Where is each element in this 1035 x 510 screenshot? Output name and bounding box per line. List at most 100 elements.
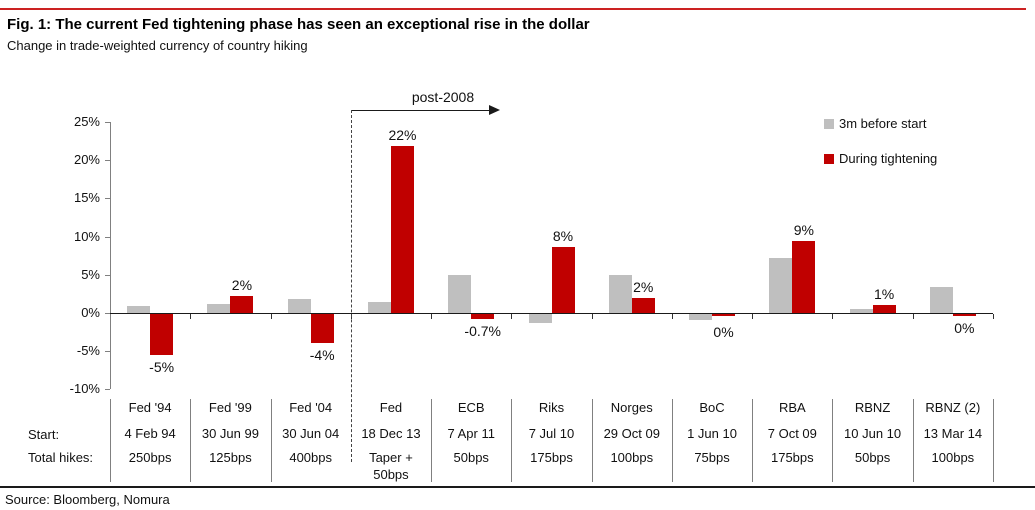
table-col-hikes-fed-94: 250bps <box>128 450 172 465</box>
table-col-hikes-fed: Taper + 50bps <box>369 450 413 482</box>
bar-label-fed-04: -4% <box>309 347 335 364</box>
y-tick <box>105 236 110 238</box>
source-note: Source: Bloomberg, Nomura <box>5 492 170 507</box>
table-col-hikes-rbnz-2: 100bps <box>931 450 975 465</box>
table-separator <box>752 399 754 482</box>
post-2008-arrow-line <box>352 110 489 111</box>
table-col-start-fed-94: 4 Feb 94 <box>124 426 176 441</box>
table-col-start-fed-04: 30 Jun 04 <box>282 426 340 441</box>
table-col-start-riks: 7 Jul 10 <box>528 426 575 441</box>
table-separator <box>912 399 914 482</box>
post-2008-divider-line <box>351 110 352 462</box>
table-col-name-rbnz-2: RBNZ (2) <box>925 400 981 415</box>
bar-3m-before-start-riks <box>528 314 552 324</box>
table-col-name-fed: Fed <box>379 400 403 415</box>
bar-during-tightening-fed <box>390 146 414 313</box>
legend-swatch-gray-icon <box>824 118 834 129</box>
y-tick-label: 25% <box>73 114 100 129</box>
bar-during-tightening-rbnz <box>872 304 896 313</box>
table-separator <box>832 399 834 482</box>
x-tick <box>752 314 754 319</box>
table-col-start-boc: 1 Jun 10 <box>687 426 737 441</box>
table-col-name-norges: Norges <box>610 400 653 415</box>
y-tick <box>105 389 110 391</box>
post-2008-arrowhead-icon <box>489 105 500 115</box>
zero-line <box>110 313 993 314</box>
bar-3m-before-start-rba <box>769 257 793 313</box>
figure-title: Fig. 1: The current Fed tightening phase… <box>7 16 590 33</box>
x-tick <box>431 314 433 319</box>
bar-label-fed: 22% <box>388 127 417 144</box>
bar-label-rba: 9% <box>793 222 814 239</box>
y-tick <box>105 274 110 276</box>
bar-label-rbnz: 1% <box>873 285 895 302</box>
bar-during-tightening-riks <box>551 247 575 313</box>
x-tick <box>511 314 513 319</box>
table-separator <box>591 399 593 482</box>
x-tick <box>993 314 994 319</box>
table-col-hikes-fed-99: 125bps <box>209 450 252 465</box>
y-tick <box>105 198 110 200</box>
bar-label-fed-94: -5% <box>149 359 175 376</box>
y-tick-label: 0% <box>81 305 100 320</box>
table-col-hikes-rba: 175bps <box>770 450 814 465</box>
y-tick-label: 5% <box>81 266 100 282</box>
bar-label-fed-99: 2% <box>231 277 253 294</box>
bar-3m-before-start-rbnz-2 <box>929 287 953 313</box>
bar-3m-before-start-norges <box>608 274 632 313</box>
y-tick <box>105 351 110 353</box>
y-tick <box>105 313 110 314</box>
x-tick <box>912 314 914 319</box>
table-col-start-rba: 7 Oct 09 <box>767 426 817 441</box>
table-col-start-rbnz: 10 Jun 10 <box>844 426 902 441</box>
legend-label-3m-before-start: 3m before start <box>839 116 927 131</box>
table-col-start-ecb: 7 Apr 11 <box>447 426 495 441</box>
bar-3m-before-start-fed-04 <box>287 299 311 313</box>
annotation-post-2008: post-2008 <box>411 89 475 105</box>
table-row-label-start: Start: <box>28 427 60 442</box>
top-rule <box>0 8 1026 10</box>
table-col-name-fed-99: Fed '99 <box>208 400 252 415</box>
legend-swatch-red-icon <box>824 153 834 164</box>
x-tick <box>190 314 192 319</box>
table-col-start-fed-99: 30 Jun 99 <box>201 426 259 441</box>
bar-3m-before-start-boc <box>689 314 713 321</box>
bar-during-tightening-rbnz-2 <box>952 314 976 317</box>
table-col-hikes-ecb: 50bps <box>453 450 489 465</box>
table-col-hikes-boc: 75bps <box>694 450 730 465</box>
legend-item-during-tightening: During tightening <box>824 151 937 166</box>
table-col-name-fed-94: Fed '94 <box>128 400 172 415</box>
table-col-name-boc: BoC <box>699 400 725 415</box>
bar-label-riks: 8% <box>552 228 574 245</box>
table-col-hikes-norges: 100bps <box>610 450 654 465</box>
bar-during-tightening-boc <box>712 314 736 317</box>
table-col-name-rbnz: RBNZ <box>854 400 891 415</box>
bar-3m-before-start-fed-99 <box>207 303 231 313</box>
table-col-name-fed-04: Fed '04 <box>289 400 333 415</box>
bar-3m-before-start-fed-94 <box>127 306 151 313</box>
x-tick <box>832 314 834 319</box>
table-separator <box>671 399 673 482</box>
table-separator <box>190 399 192 482</box>
bar-3m-before-start-fed <box>367 301 391 313</box>
table-separator <box>511 399 513 482</box>
bar-during-tightening-norges <box>631 297 655 313</box>
bar-during-tightening-rba <box>792 241 816 313</box>
table-col-start-rbnz-2: 13 Mar 14 <box>923 426 983 441</box>
y-tick-label: 15% <box>73 190 100 206</box>
bar-during-tightening-fed-99 <box>230 296 254 313</box>
x-tick <box>270 314 272 319</box>
bar-label-rbnz-2: 0% <box>954 320 975 337</box>
y-tick-label: -5% <box>76 343 100 359</box>
bar-label-ecb: -0.7% <box>464 323 501 340</box>
y-tick-label: -10% <box>69 381 100 397</box>
table-col-hikes-riks: 175bps <box>530 450 573 465</box>
x-tick <box>671 314 673 319</box>
table-col-start-fed: 18 Dec 13 <box>361 426 421 441</box>
table-col-hikes-fed-04: 400bps <box>289 450 332 465</box>
legend-label-during-tightening: During tightening <box>839 151 938 166</box>
y-tick-label: 10% <box>73 228 100 244</box>
bar-3m-before-start-ecb <box>448 274 472 313</box>
table-row-label-total-hikes: Total hikes: <box>28 450 94 465</box>
